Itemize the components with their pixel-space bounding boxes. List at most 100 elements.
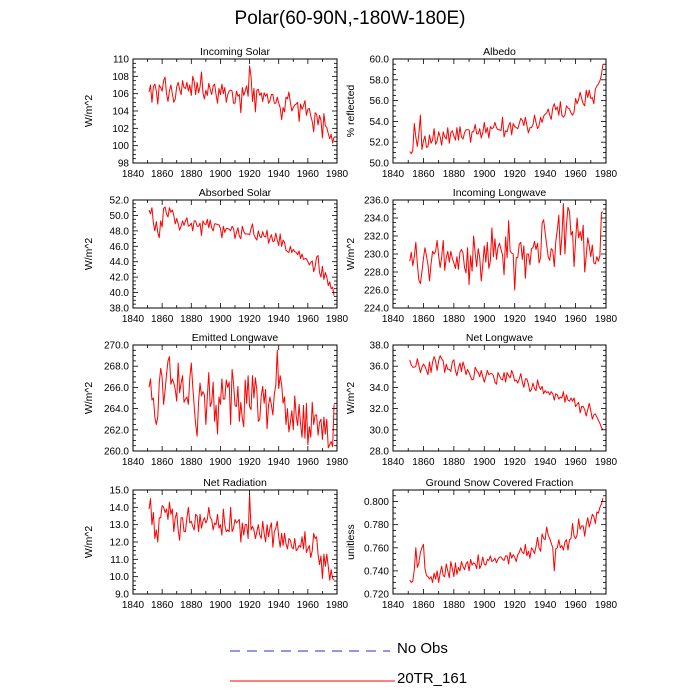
x-tick-label: 1940 <box>534 600 557 611</box>
y-tick-label: 38.0 <box>110 304 130 315</box>
series-line-2-0 <box>148 206 335 296</box>
panel-title: Albedo <box>483 46 516 58</box>
y-tick-label: 10.0 <box>110 572 130 583</box>
x-tick-label: 1940 <box>534 169 557 180</box>
x-tick-label: 1860 <box>412 457 435 468</box>
y-tick-label: 110 <box>113 55 129 66</box>
main-title: Polar(60-90N,-180W-180E) <box>234 8 466 29</box>
y-tick-label: 42.0 <box>110 273 130 284</box>
y-tick-label: 236.0 <box>364 196 389 207</box>
x-tick-label: 1980 <box>595 600 618 611</box>
x-tick-label: 1920 <box>504 169 527 180</box>
x-tick-label: 1980 <box>326 169 349 180</box>
x-tick-label: 1840 <box>122 314 145 325</box>
series-line-1-0 <box>409 64 604 155</box>
x-tick-label: 1840 <box>382 169 405 180</box>
x-tick-label: 1960 <box>564 314 587 325</box>
series-line-5-0 <box>409 355 604 431</box>
y-axis-label: W/m^2 <box>345 238 357 271</box>
x-tick-label: 1880 <box>180 314 203 325</box>
y-axis-label: W/m^2 <box>83 238 95 271</box>
x-tick-label: 1940 <box>268 314 291 325</box>
x-tick-label: 1940 <box>268 600 291 611</box>
y-axis-label: W/m^2 <box>83 382 95 415</box>
x-tick-label: 1840 <box>382 457 405 468</box>
x-tick-label: 1840 <box>122 457 145 468</box>
panel-title: Emitted Longwave <box>192 332 279 344</box>
x-tick-label: 1960 <box>297 457 320 468</box>
x-tick-label: 1900 <box>473 169 496 180</box>
x-tick-label: 1880 <box>443 457 466 468</box>
panel-0: 1840 1860 1880 1900 1920 1940 1960 1980 98 100 102… <box>83 46 349 180</box>
x-tick-label: 1960 <box>297 169 320 180</box>
x-tick-label: 1980 <box>595 314 618 325</box>
panel-4: 1840 1860 1880 1900 1920 1940 1960 1980 260.0 262… <box>83 332 349 468</box>
panel-title: Absorbed Solar <box>199 187 272 199</box>
y-tick-label: 36.0 <box>370 362 390 373</box>
x-tick-label: 1860 <box>151 600 174 611</box>
series-line-3-0 <box>409 203 604 291</box>
x-tick-label: 1900 <box>209 457 232 468</box>
x-tick-label: 1880 <box>180 457 203 468</box>
y-tick-label: 9.0 <box>115 590 129 601</box>
y-tick-label: 268.0 <box>104 362 129 373</box>
series-line-7-0 <box>409 497 604 583</box>
y-tick-label: 232.0 <box>364 232 389 243</box>
y-tick-label: 228.0 <box>364 268 389 279</box>
y-tick-label: 14.0 <box>110 503 130 514</box>
plot-frame <box>392 489 607 595</box>
x-tick-label: 1860 <box>412 314 435 325</box>
x-tick-label: 1840 <box>382 314 405 325</box>
x-tick-label: 1960 <box>564 457 587 468</box>
y-tick-label: 13.0 <box>110 520 130 531</box>
y-tick-label: 108 <box>112 72 129 83</box>
y-tick-label: 34.0 <box>370 383 390 394</box>
x-tick-label: 1900 <box>209 169 232 180</box>
y-tick-label: 262.0 <box>104 425 129 436</box>
y-tick-label: 50.0 <box>110 211 130 222</box>
y-tick-label: 0.760 <box>364 543 389 554</box>
y-tick-label: 30.0 <box>370 425 390 436</box>
y-tick-label: 234.0 <box>364 214 389 225</box>
x-tick-label: 1880 <box>443 169 466 180</box>
panel-3: 1840 1860 1880 1900 1920 1940 1960 1980 224.0 226… <box>345 187 618 325</box>
panel-2: 1840 1860 1880 1900 1920 1940 1960 1980 38.0 40.0… <box>83 187 349 325</box>
y-tick-label: 50.0 <box>370 159 390 170</box>
y-tick-label: 52.0 <box>110 196 130 207</box>
y-axis-label: unitless <box>345 524 357 560</box>
y-tick-label: 15.0 <box>110 486 130 497</box>
x-tick-label: 1980 <box>326 314 349 325</box>
x-tick-label: 1880 <box>180 169 203 180</box>
y-tick-label: 12.0 <box>110 538 130 549</box>
panel-title: Incoming Longwave <box>453 187 547 199</box>
x-tick-label: 1920 <box>504 457 527 468</box>
x-tick-label: 1980 <box>595 457 618 468</box>
y-tick-label: 38.0 <box>370 341 390 352</box>
y-tick-label: 106 <box>112 89 129 100</box>
x-tick-label: 1880 <box>443 314 466 325</box>
panel-6: 1840 1860 1880 1900 1920 1940 1960 1980 9.0 10.0 1… <box>83 477 349 611</box>
y-tick-label: 102 <box>112 124 129 135</box>
y-tick-label: 40.0 <box>110 288 130 299</box>
x-tick-label: 1900 <box>209 314 232 325</box>
y-tick-label: 52.0 <box>370 138 390 149</box>
x-tick-label: 1980 <box>326 457 349 468</box>
x-tick-label: 1940 <box>268 169 291 180</box>
y-tick-label: 28.0 <box>370 447 390 458</box>
plot-frame <box>392 199 607 309</box>
x-tick-label: 1920 <box>504 600 527 611</box>
panel-title: Net Radiation <box>203 477 267 489</box>
y-tick-label: 11.0 <box>110 555 129 566</box>
series-line-0-0 <box>148 65 335 144</box>
y-axis-label: W/m^2 <box>345 382 357 415</box>
series-line-6-0 <box>148 492 335 581</box>
y-tick-label: 260.0 <box>104 447 129 458</box>
y-tick-label: 104 <box>112 107 129 118</box>
x-tick-label: 1880 <box>180 600 203 611</box>
x-tick-label: 1860 <box>151 314 174 325</box>
panel-title: Incoming Solar <box>200 46 271 58</box>
x-tick-label: 1960 <box>564 600 587 611</box>
y-tick-label: 98 <box>118 159 130 170</box>
y-tick-label: 0.740 <box>364 566 389 577</box>
